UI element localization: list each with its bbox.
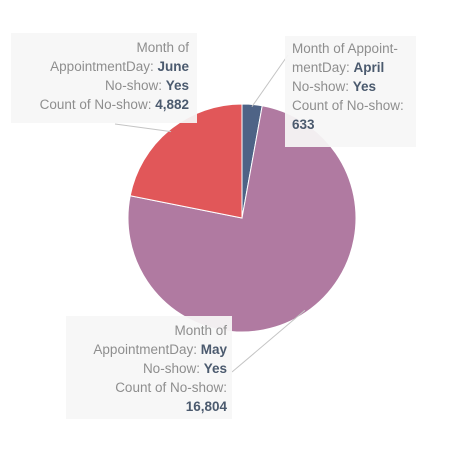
leader-line-june	[114, 123, 172, 133]
leader-line-april	[251, 54, 289, 107]
callout-june-count-label: Count of No-show:	[39, 97, 156, 112]
leader-lines	[114, 54, 306, 373]
callout-april-noshow-label: No-show:	[292, 79, 353, 94]
callout-june-noshow-value: Yes	[165, 78, 189, 93]
callout-may-line1: Month of	[174, 323, 227, 338]
callout-may-noshow-value: Yes	[203, 361, 227, 376]
callout-may-count: 16,804	[185, 399, 227, 414]
callout-may-month: May	[200, 342, 227, 357]
pie-slices	[127, 103, 357, 333]
pie-slice-june[interactable]	[129, 103, 243, 219]
callout-may-noshow-label: No-show:	[142, 361, 204, 376]
callout-april-count-label: Count of No-show:	[292, 98, 404, 113]
callout-april-field-label: mentDay:	[292, 60, 354, 75]
callout-may-field-label: AppointmentDay:	[93, 342, 201, 357]
callout-june-noshow-label: No-show:	[104, 78, 166, 93]
callout-may: Month of AppointmentDay: May No-show: Ye…	[66, 316, 232, 419]
callout-june: Month of AppointmentDay: June No-show: Y…	[11, 33, 197, 123]
callout-june-count: 4,882	[155, 97, 189, 112]
callout-june-line1: Month of	[136, 40, 189, 55]
callout-june-field-label: AppointmentDay:	[50, 59, 158, 74]
callout-april-line1: Month of Appoint-	[292, 41, 398, 56]
callout-april-count: 633	[292, 117, 315, 132]
callout-may-count-label: Count of No-show:	[115, 380, 227, 395]
callout-april: Month of Appoint- mentDay: April No-show…	[285, 36, 416, 147]
callout-april-noshow-value: Yes	[352, 79, 377, 94]
leader-line-may	[231, 309, 306, 373]
callout-april-month: April	[353, 60, 385, 75]
callout-june-month: June	[157, 59, 189, 74]
